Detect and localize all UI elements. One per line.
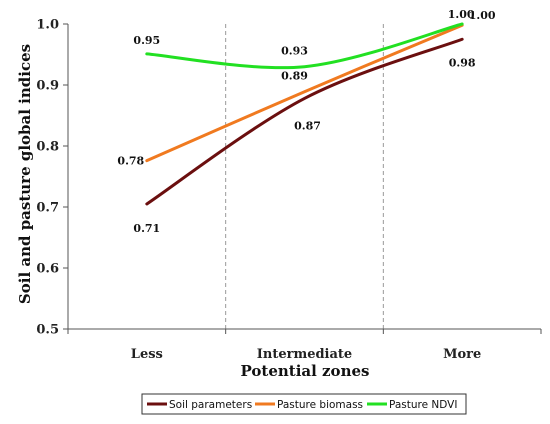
y-tick-label: 0.7 bbox=[36, 201, 59, 216]
legend: Soil parameters Pasture biomass Pasture ND… bbox=[141, 393, 467, 415]
x-axis-title: Potential zones bbox=[241, 362, 370, 380]
y-tick-label: 1.0 bbox=[36, 18, 59, 33]
series-line-soil-parameters bbox=[145, 37, 464, 206]
y-tick-label: 0.8 bbox=[36, 140, 59, 155]
data-label: 1.00 bbox=[469, 9, 496, 22]
x-axis-ticks: Less Intermediate More bbox=[67, 329, 542, 362]
series-lines bbox=[145, 22, 464, 206]
y-tick-label: 0.9 bbox=[36, 79, 59, 94]
legend-entry: Pasture biomass bbox=[277, 399, 363, 411]
legend-entry: Pasture NDVI bbox=[389, 399, 457, 411]
x-tick-label: Intermediate bbox=[257, 347, 352, 362]
axes bbox=[67, 24, 541, 330]
x-tick-label: Less bbox=[131, 347, 163, 362]
series-line-pasture-biomass bbox=[145, 23, 464, 163]
y-axis-title: Soil and pasture global indices bbox=[16, 44, 34, 304]
series-line-pasture-ndvi bbox=[145, 22, 464, 70]
zone-dividers bbox=[225, 24, 384, 329]
legend-box bbox=[141, 393, 467, 415]
data-labels: 0.71 0.87 0.98 0.78 0.89 1.00 0.95 0.93 1.00 bbox=[117, 8, 495, 235]
data-label: 0.78 bbox=[117, 155, 144, 168]
y-tick-label: 0.5 bbox=[36, 323, 59, 338]
y-tick-label: 0.6 bbox=[36, 262, 59, 277]
data-label: 0.89 bbox=[281, 70, 308, 83]
data-label: 0.87 bbox=[294, 119, 321, 132]
data-label: 0.71 bbox=[133, 222, 160, 235]
data-label: 0.95 bbox=[133, 34, 160, 47]
y-axis-ticks: 0.5 0.6 0.7 0.8 0.9 1.0 bbox=[36, 18, 68, 338]
data-label: 1.00 bbox=[448, 8, 475, 21]
data-label: 0.93 bbox=[281, 45, 308, 58]
data-label: 0.98 bbox=[449, 56, 476, 69]
x-tick-label: More bbox=[443, 347, 481, 362]
legend-entry: Soil parameters bbox=[169, 399, 252, 411]
